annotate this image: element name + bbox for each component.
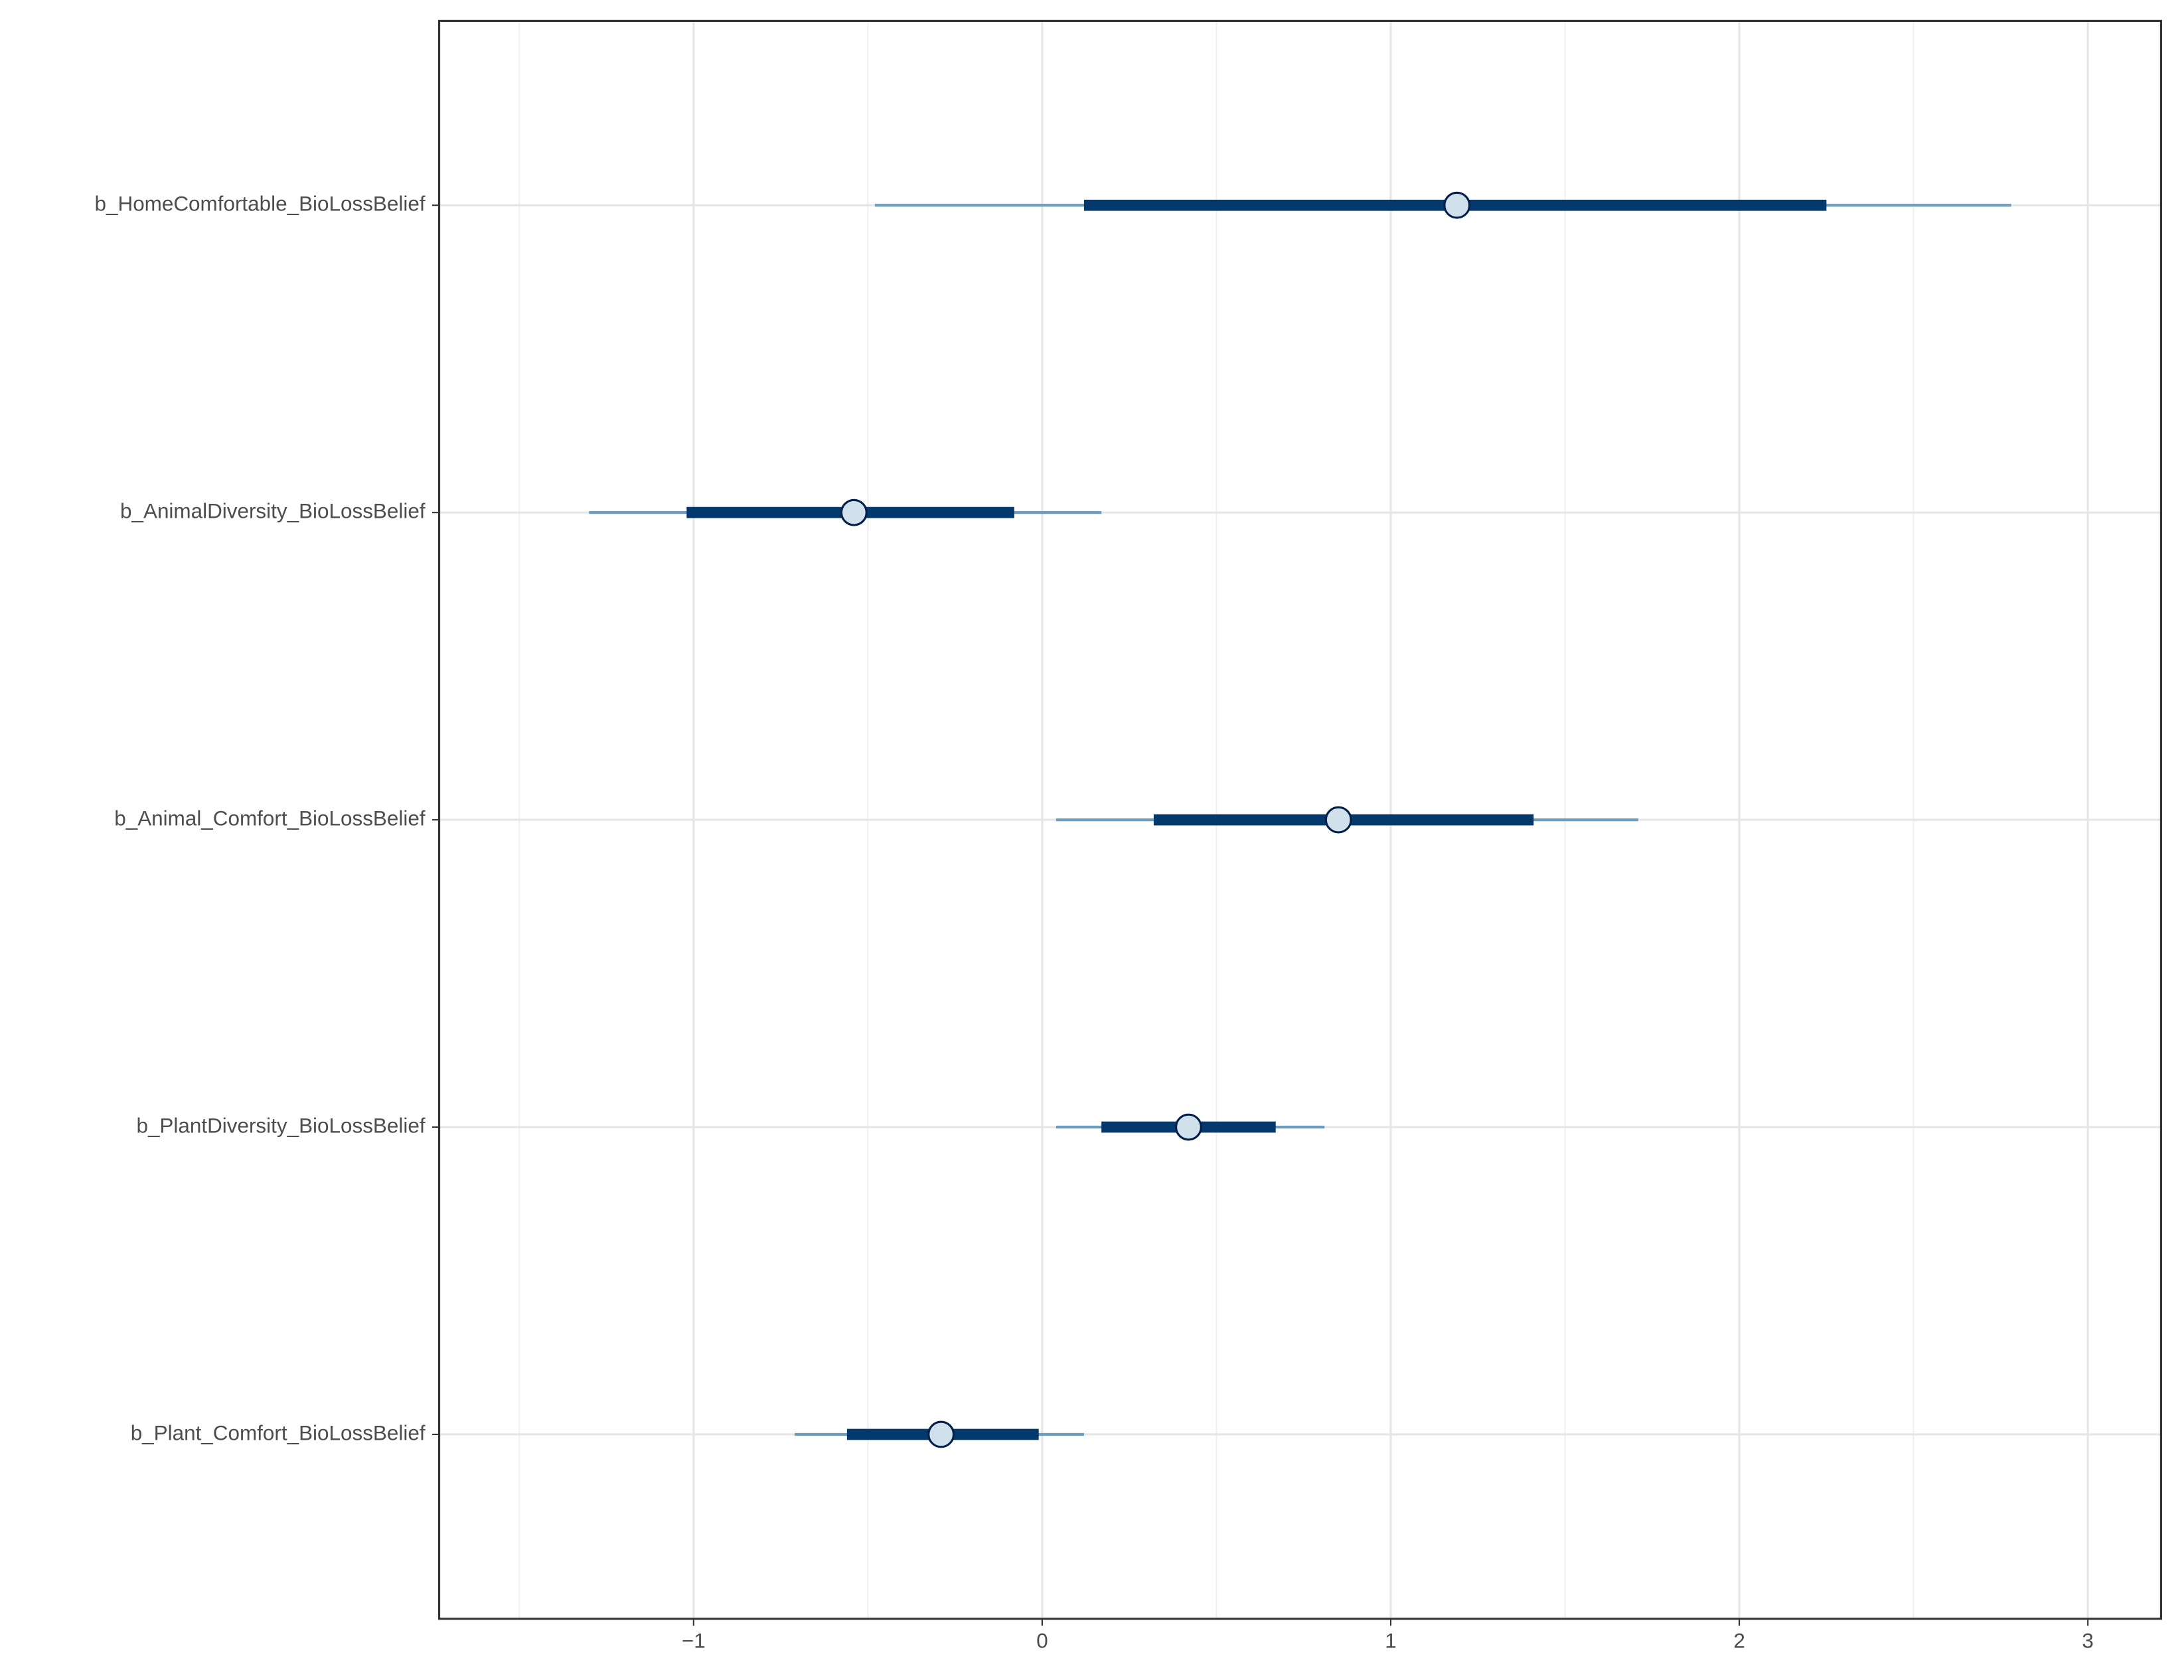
panel-border [437, 19, 2163, 1620]
x-tick-label: 1 [1385, 1630, 1396, 1653]
point-estimate [1175, 1113, 1202, 1141]
y-tick-label: b_AnimalDiversity_BioLossBelief [120, 499, 426, 522]
y-tick-label: b_HomeComfortable_BioLossBelief [95, 192, 426, 216]
y-tick-label: b_PlantDiversity_BioLossBelief [136, 1114, 425, 1137]
x-tick-label: −1 [682, 1630, 706, 1653]
point-estimate [1443, 191, 1471, 219]
point-estimate [927, 1420, 955, 1448]
y-tick-label: b_Plant_Comfort_BioLossBelief [131, 1421, 426, 1444]
point-estimate [840, 498, 868, 526]
x-tick-label: 2 [1733, 1630, 1745, 1653]
point-estimate [1324, 806, 1352, 834]
y-tick-label: b_Animal_Comfort_BioLossBelief [114, 806, 426, 830]
x-tick-label: 3 [2082, 1630, 2093, 1653]
x-tick-label: 0 [1036, 1630, 1048, 1653]
